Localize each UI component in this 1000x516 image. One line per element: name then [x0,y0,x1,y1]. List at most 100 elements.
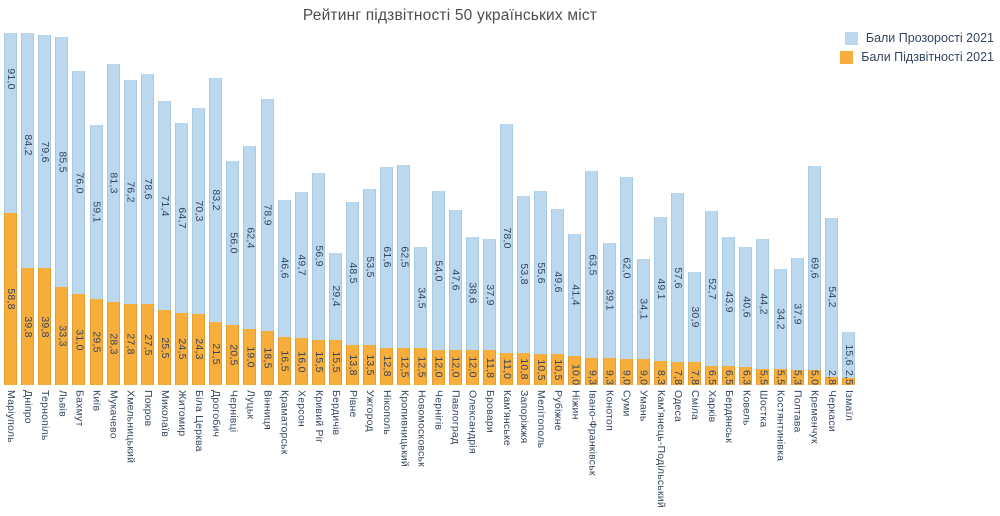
accountability-bar-segment [380,347,394,385]
transparency-bar-segment [739,247,753,367]
transparency-bar-segment [517,195,530,354]
transparency-value-label: 55,6 [535,262,548,284]
city-label: Сміла [689,390,701,421]
accountability-value-label: 10,5 [535,358,548,381]
transparency-value-label: 41,4 [569,284,582,306]
bar-column: 47,6 12,0 [447,33,464,385]
transparency-value-label: 43,9 [723,290,736,313]
transparency-bar-segment [431,191,445,350]
accountability-bar-segment [106,302,120,385]
accountability-value-label: 31,0 [73,328,86,351]
transparency-bar-segment [551,208,565,355]
transparency-value-label: 53,8 [518,263,530,286]
city-label: Мелітополь [535,390,548,449]
transparency-value-label: 29,4 [329,285,342,308]
bar-column: 53,8 10,8 [515,33,532,385]
transparency-value-label: 91,0 [5,68,17,90]
transparency-value-label: 38,6 [466,282,479,304]
transparency-bar-segment [773,268,787,369]
accountability-value-label: 28,3 [107,332,120,355]
accountability-bar-segment [328,339,342,385]
city-label: Дрогобич [210,390,223,438]
transparency-bar-segment [209,77,223,322]
transparency-value-label: 34,5 [415,287,428,309]
accountability-value-label: 9,0 [637,369,650,385]
city-label: Харків [706,390,719,423]
bar-column: 46,6 16,5 [276,33,293,385]
city-label: Рубіжне [552,390,565,431]
bar-column: 34,1 9,0 [635,33,652,385]
accountability-value-label: 13,5 [364,354,377,376]
city-label: Кам'янець-Подільський [654,390,667,508]
city-label: Бахмут [73,390,86,427]
city-label: Херсон [295,390,308,427]
transparency-bar-segment [55,36,69,288]
transparency-value-label: 49,6 [552,270,565,293]
bar-column: 54,0 12,0 [430,33,447,385]
transparency-value-label: 52,7 [706,277,719,300]
bar-column: 57,6 7,8 [669,33,686,385]
city-label: Бердянськ [723,390,736,444]
transparency-value-label: 61,6 [381,246,394,268]
city-label: Вінниця [261,390,274,430]
bar-column: 91,0 58,8 [2,33,19,385]
transparency-bar-segment [328,253,342,340]
transparency-bar-segment [175,123,188,314]
transparency-bar-segment [277,199,291,337]
city-label: Краматорськ [278,390,291,455]
accountability-value-label: 58,8 [5,288,17,310]
transparency-bar-segment [72,71,86,295]
accountability-value-label: 27,5 [141,334,154,356]
bar-column: 69,6 5,0 [806,33,823,385]
transparency-value-label: 81,3 [107,172,120,194]
accountability-bar-segment [602,357,616,385]
transparency-value-label: 49,7 [295,254,308,276]
accountability-value-label: 10,0 [569,363,582,385]
accountability-value-label: 21,5 [210,342,223,365]
transparency-bar-segment [534,191,548,355]
accountability-bar-segment [841,377,855,385]
bar-column: 48,5 13,8 [344,33,361,385]
bar-column: 83,2 21,5 [207,33,224,385]
accountability-value-label: 25,5 [158,336,171,359]
bar-column: 71,4 25,5 [156,33,173,385]
transparency-value-label: 44,2 [757,293,770,315]
city-label: Хмельницький [124,390,137,464]
bar-column: 43,9 6,5 [720,33,737,385]
city-label: Одеса [671,390,684,422]
city-label: Маріуполь [5,390,17,443]
accountability-bar-segment [175,313,188,385]
accountability-value-label: 12,0 [432,356,445,379]
city-label: Павлоград [449,390,462,445]
transparency-bar-segment [756,239,770,369]
accountability-bar-segment [346,344,359,385]
transparency-bar-segment [21,33,35,269]
accountability-bar-segment [465,349,479,385]
legend-swatch-accountability-icon [840,50,854,64]
transparency-value-label: 15,6 [842,344,855,366]
transparency-bar-segment [585,171,599,358]
accountability-value-label: 12,0 [466,356,479,379]
accountability-value-label: 16,0 [295,350,308,373]
transparency-value-label: 49,1 [654,277,667,300]
city-label: Черкаси [825,390,838,432]
city-label: Біла Церква [193,390,206,452]
accountability-value-label: 39,8 [39,315,52,338]
city-label: Полтава [791,390,804,433]
transparency-value-label: 83,2 [210,189,223,211]
bar-column: 70,3 24,3 [190,33,207,385]
bar-column: 78,9 18,5 [259,33,276,385]
bar-column: 76,2 27,8 [122,33,139,385]
transparency-bar-segment [38,34,52,269]
accountability-value-label: 11,8 [483,357,496,378]
accountability-value-label: 18,5 [261,347,274,369]
transparency-bar-segment [619,176,633,359]
accountability-value-label: 27,8 [124,333,137,355]
transparency-value-label: 56,0 [227,232,240,254]
accountability-bar-segment [739,366,753,385]
legend-label-accountability: Бали Підзвітності 2021 [861,50,994,64]
accountability-value-label: 5,0 [808,369,821,385]
accountability-bar-segment [72,294,86,385]
transparency-value-label: 63,5 [586,253,599,276]
transparency-bar-segment [448,210,462,350]
